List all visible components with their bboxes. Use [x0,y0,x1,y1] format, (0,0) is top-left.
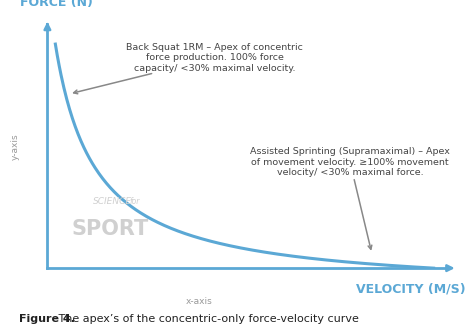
Text: FORCE (N): FORCE (N) [19,0,92,9]
Text: x-axis: x-axis [185,297,212,306]
Text: Back Squat 1RM – Apex of concentric
force production. 100% force
capacity/ <30% : Back Squat 1RM – Apex of concentric forc… [73,43,303,94]
Text: y-axis: y-axis [11,134,20,161]
Text: Assisted Sprinting (Supramaximal) – Apex
of movement velocity. ≥100% movement
ve: Assisted Sprinting (Supramaximal) – Apex… [250,147,450,249]
Text: The apex’s of the concentric-only force-velocity curve: The apex’s of the concentric-only force-… [55,314,358,324]
Text: SCIENCE: SCIENCE [93,198,132,206]
Text: SPORT: SPORT [71,219,148,239]
Text: for: for [129,198,139,206]
Text: VELOCITY (M/S): VELOCITY (M/S) [356,283,465,296]
Text: Figure 4.: Figure 4. [19,314,75,324]
